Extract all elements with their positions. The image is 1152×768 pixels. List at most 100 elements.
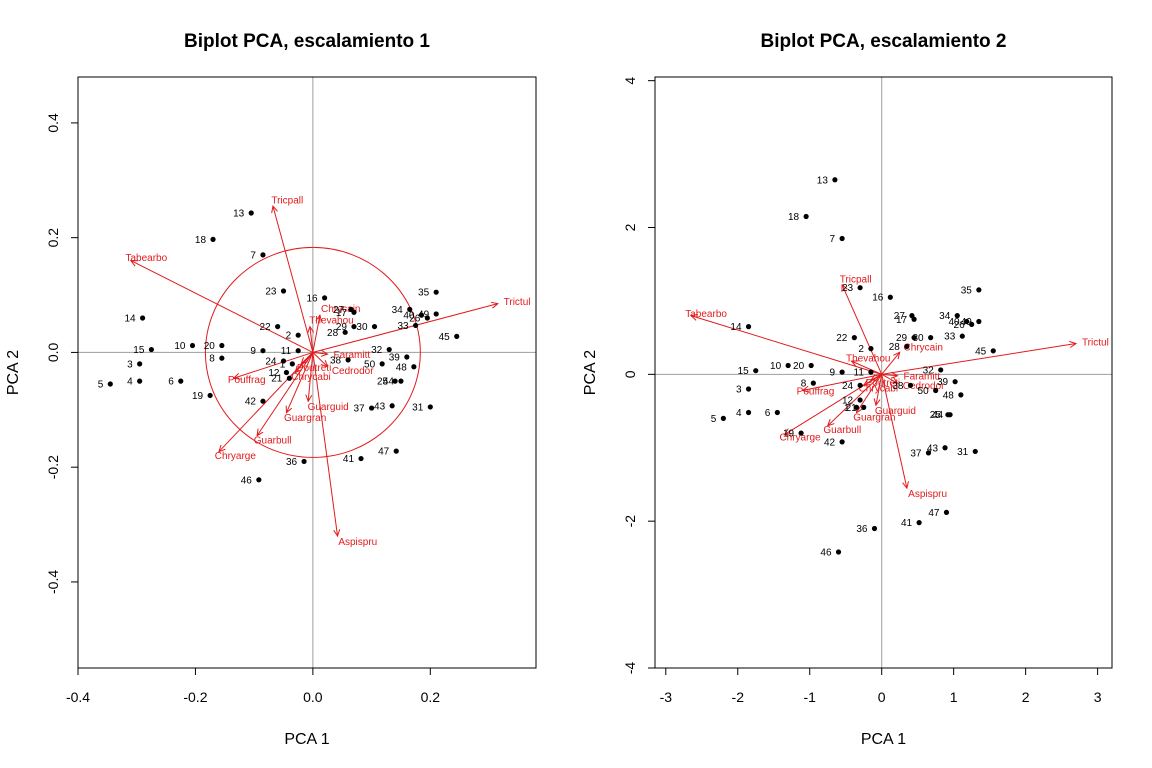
site-label: 28 — [327, 328, 339, 339]
site-point — [342, 329, 348, 335]
x-tick-label: 0.2 — [421, 689, 441, 705]
site-label: 11 — [854, 368, 865, 379]
species-label: Chrycain — [903, 343, 942, 354]
site-point — [178, 378, 184, 384]
species-arrowhead — [490, 301, 499, 309]
y-axis-label: PCA 2 — [5, 350, 22, 395]
site-point — [785, 362, 791, 369]
site-label: 35 — [961, 285, 973, 296]
species-arrowhead — [890, 377, 899, 384]
site-label: 45 — [439, 332, 451, 343]
site-label: 37 — [353, 404, 365, 415]
site-point — [745, 409, 752, 416]
x-tick-label: -0.2 — [183, 689, 207, 705]
site-label: 18 — [195, 235, 207, 246]
species-arrowhead — [320, 360, 329, 368]
site-label: 24 — [265, 357, 277, 368]
species-label: Aspispru — [908, 489, 947, 500]
site-label: 8 — [209, 354, 215, 365]
site-point — [260, 252, 266, 258]
site-point — [933, 387, 939, 394]
site-label: 20 — [793, 361, 805, 372]
site-label: 15 — [133, 345, 145, 356]
species-arrowhead — [271, 204, 278, 214]
site-point — [389, 403, 395, 409]
site-point — [839, 369, 845, 375]
site-label: 18 — [788, 212, 800, 223]
site-point — [976, 318, 982, 325]
site-label: 21 — [271, 374, 283, 385]
site-label: 36 — [286, 457, 298, 468]
species-arrow — [294, 352, 314, 373]
y-tick-label: 0 — [622, 370, 638, 378]
x-axis-label: PCA 1 — [284, 731, 329, 748]
species-arrow — [130, 260, 314, 353]
site-label: 46 — [241, 475, 253, 486]
site-point — [972, 448, 978, 455]
site-label: 27 — [333, 305, 345, 316]
plot-frame — [654, 76, 1113, 669]
site-label: 26 — [954, 320, 966, 331]
species-arrowhead — [333, 529, 341, 538]
site-label: 7 — [830, 234, 836, 245]
site-point — [810, 380, 816, 386]
species-arrowhead — [850, 360, 859, 367]
site-point — [868, 369, 874, 375]
species-arrowhead — [862, 379, 871, 386]
x-tick-label: -2 — [732, 689, 745, 705]
site-label: 39 — [937, 377, 949, 388]
site-label: 50 — [918, 386, 930, 397]
site-point — [835, 549, 842, 555]
species-label: Tricpall — [840, 274, 872, 285]
species-arrow — [218, 352, 314, 453]
site-point — [368, 405, 375, 411]
site-label: 43 — [374, 401, 386, 412]
species-label: Aspispru — [338, 537, 377, 548]
site-label: 46 — [820, 548, 832, 559]
site-label: 27 — [894, 311, 906, 322]
site-label: 40 — [948, 317, 960, 328]
site-point — [433, 311, 439, 317]
site-label: 35 — [418, 288, 430, 299]
site-label: 41 — [343, 454, 355, 465]
species-label: Chrycain — [321, 304, 360, 315]
species-label: Guarbull — [254, 436, 292, 447]
site-label: 22 — [836, 333, 848, 344]
site-point — [954, 313, 960, 319]
site-point — [210, 236, 216, 242]
site-point — [433, 289, 439, 295]
site-label: 5 — [711, 414, 717, 425]
site-point — [868, 346, 874, 352]
site-point — [745, 324, 752, 330]
y-tick-label: 2 — [622, 223, 638, 231]
species-arrowhead — [893, 351, 901, 360]
plot-frame — [77, 76, 537, 669]
site-label: 29 — [896, 333, 908, 344]
site-label: 42 — [824, 437, 836, 448]
species-label: Guarguid — [875, 406, 916, 417]
site-point — [322, 295, 328, 301]
chart-title: Biplot PCA, escalamiento 2 — [760, 31, 1006, 52]
site-point — [219, 342, 225, 349]
site-label: 16 — [872, 293, 884, 304]
y-tick-label: -0.2 — [45, 455, 61, 479]
site-label: 47 — [928, 508, 940, 519]
site-point — [969, 321, 975, 328]
site-label: 15 — [738, 366, 750, 377]
site-label: 6 — [765, 408, 771, 419]
species-label: Chrycabi — [859, 383, 898, 394]
species-arrow — [312, 315, 321, 353]
site-label: 3 — [127, 359, 133, 370]
y-tick-label: 0.4 — [45, 113, 61, 133]
site-point — [148, 346, 154, 353]
site-label: 50 — [364, 359, 376, 370]
x-tick-label: -3 — [660, 689, 673, 705]
equilibrium-circle — [204, 246, 421, 458]
site-label: 29 — [336, 322, 348, 333]
site-label: 37 — [910, 448, 922, 459]
species-arrowhead — [1069, 341, 1078, 348]
species-arrowhead — [285, 405, 293, 414]
species-arrow — [881, 351, 901, 375]
site-point — [404, 354, 410, 360]
species-arrow — [841, 284, 883, 375]
